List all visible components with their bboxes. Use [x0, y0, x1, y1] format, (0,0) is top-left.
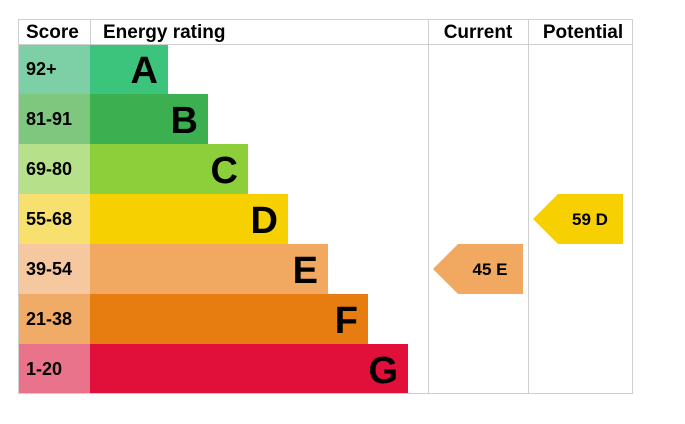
potential-arrow	[533, 194, 623, 244]
header-score: Score	[26, 22, 79, 43]
header-potential: Potential	[543, 22, 623, 43]
band-bar-b	[90, 94, 208, 144]
grid-lines	[18, 19, 633, 394]
header-current: Current	[444, 22, 513, 43]
score-cell-d	[18, 194, 90, 244]
score-range-b: 81-91	[26, 109, 72, 129]
score-cell-e	[18, 244, 90, 294]
band-bar-e	[90, 244, 328, 294]
band-letter-b: B	[171, 100, 198, 142]
score-cell-a	[18, 44, 90, 94]
band-letter-f: F	[335, 300, 358, 342]
header-row	[18, 19, 633, 44]
header-energy-rating: Energy rating	[103, 22, 225, 43]
score-range-c: 69-80	[26, 159, 72, 179]
band-bar-c	[90, 144, 248, 194]
band-letter-c: C	[211, 150, 238, 192]
score-cell-f	[18, 294, 90, 344]
band-letter-g: G	[368, 350, 398, 392]
score-cell-c	[18, 144, 90, 194]
score-range-e: 39-54	[26, 259, 72, 279]
score-cell-g	[18, 344, 90, 394]
band-letter-a: A	[131, 50, 158, 92]
current-arrow	[433, 244, 523, 294]
band-letter-e: E	[293, 250, 318, 292]
current-rating-label: 45 E	[473, 260, 508, 279]
band-bar-a	[90, 44, 168, 94]
outer-border	[18, 19, 633, 394]
score-range-g: 1-20	[26, 359, 62, 379]
score-range-d: 55-68	[26, 209, 72, 229]
band-bar-g	[90, 344, 408, 394]
score-range-a: 92+	[26, 59, 57, 79]
band-bar-f	[90, 294, 368, 344]
score-cell-b	[18, 94, 90, 144]
potential-rating-label: 59 D	[572, 210, 608, 229]
rating-arrows: 45 E 59 D	[433, 194, 623, 294]
score-range-f: 21-38	[26, 309, 72, 329]
band-bar-d	[90, 194, 288, 244]
rating-bands: 92+ A 81-91 B 69-80 C 55-68 D 39-54 E 21-38 F 1-20 G	[18, 44, 408, 394]
band-letter-d: D	[251, 200, 278, 242]
